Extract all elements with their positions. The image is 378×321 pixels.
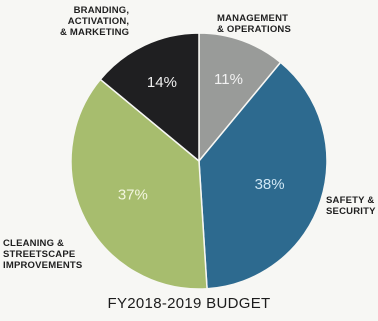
label-line: CLEANING & [3, 238, 65, 249]
label-line: SAFETY & [326, 195, 375, 206]
slice-label-management-operations: MANAGEMENT & OPERATIONS [217, 13, 291, 35]
label-line: IMPROVEMENTS [3, 260, 83, 271]
label-line: STREETSCAPE [3, 249, 76, 260]
pie-slice-safety-security [198, 61, 328, 290]
label-line: ACTIVATION, [67, 16, 130, 27]
pie-slice-cleaning-streetscape [70, 78, 208, 290]
pie-slice-management-operations [198, 32, 282, 164]
slice-label-branding-activation-marketing: BRANDING, ACTIVATION, & MARKETING [60, 5, 129, 38]
label-line: SECURITY [326, 206, 376, 217]
pie-slice-branding-activation-marketing [99, 32, 200, 163]
slice-label-cleaning-streetscape: CLEANING & STREETSCAPE IMPROVEMENTS [3, 238, 82, 271]
slice-value-label: 38% [255, 176, 285, 193]
label-line: & OPERATIONS [217, 24, 292, 35]
label-line: MANAGEMENT [217, 13, 289, 24]
label-line: BRANDING, [73, 5, 130, 16]
slice-value-label: 11% [214, 71, 243, 88]
slice-value-label: 37% [118, 187, 148, 204]
slice-label-safety-security: SAFETY & SECURITY [326, 195, 376, 217]
slice-value-label: 14% [147, 74, 177, 91]
chart-title: FY2018-2019 BUDGET [107, 295, 271, 312]
label-line: & MARKETING [60, 27, 130, 38]
